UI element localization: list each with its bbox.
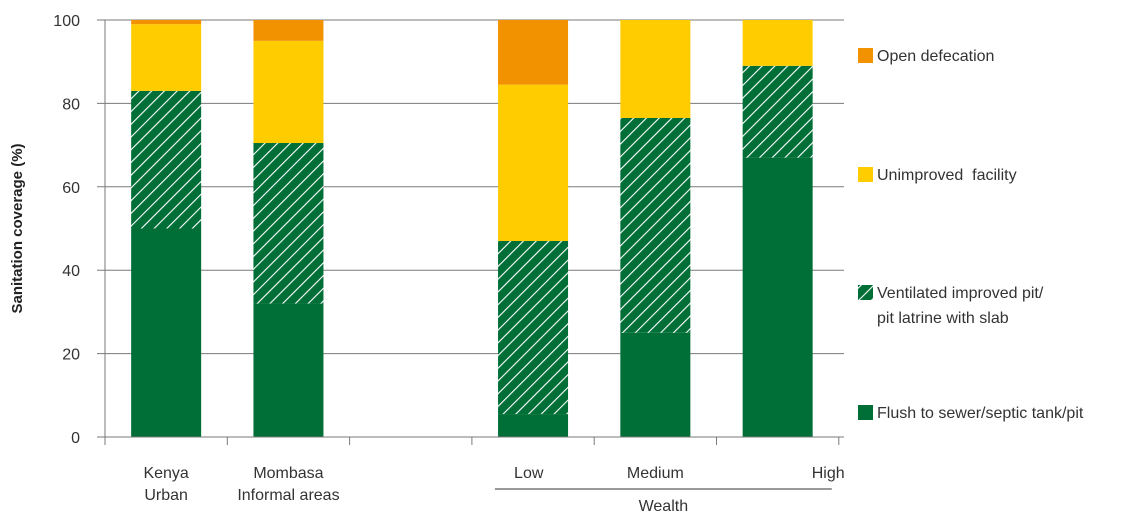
bar-segment	[498, 241, 569, 415]
legend-swatch	[858, 405, 873, 420]
x-tick-label: Kenya	[143, 465, 188, 482]
x-tick-label: Urban	[144, 487, 188, 504]
x-tick-label: Medium	[627, 465, 684, 482]
y-tick-label: 60	[62, 180, 80, 197]
bar-segment	[253, 143, 324, 304]
legend-label: Unimproved facility	[877, 167, 1017, 184]
gridlines	[97, 19, 844, 438]
bar-segment	[253, 303, 324, 437]
bar-segment	[253, 40, 324, 144]
x-tick-label: Low	[514, 465, 544, 482]
x-tick-label: Informal areas	[237, 487, 339, 504]
bars	[131, 20, 813, 438]
legend-swatch	[858, 285, 873, 300]
x-axis: Kenya Urban Mombasa Informal areas Low Medium…	[104, 436, 845, 514]
x-tick-label: High	[812, 465, 845, 482]
legend-label: pit latrine with slab	[877, 310, 1009, 327]
y-tick-label: 80	[62, 96, 80, 113]
legend-label: Open defecation	[877, 48, 994, 65]
bar-segment	[742, 20, 813, 66]
bar-segment	[742, 65, 813, 158]
group-label: Wealth	[639, 498, 689, 514]
y-tick-label: 40	[62, 263, 80, 280]
y-axis: 0 20 40 60 80 100	[53, 13, 106, 447]
y-axis-label: Sanitation coverage (%)	[9, 143, 26, 313]
bar-segment	[498, 84, 569, 242]
bar-segment	[498, 414, 569, 437]
legend-swatch	[858, 167, 873, 182]
legend: Flush to sewer/septic tank/pit Ventilated…	[858, 48, 1084, 422]
bar-segment	[253, 20, 324, 41]
bar-segment	[498, 20, 569, 85]
bar-segment	[620, 332, 691, 437]
legend-label: Flush to sewer/septic tank/pit	[877, 405, 1084, 422]
legend-label: Ventilated improved pit/	[877, 285, 1044, 302]
bar-segment	[131, 228, 202, 437]
bar-segment	[131, 24, 202, 91]
y-tick-label: 100	[53, 13, 80, 30]
legend-swatch	[858, 48, 873, 63]
bar-segment	[620, 117, 691, 333]
bar-segment	[131, 20, 202, 25]
x-tick-label: Mombasa	[253, 465, 323, 482]
y-tick-label: 0	[71, 430, 80, 447]
bar-segment	[742, 157, 813, 438]
bar-segment	[131, 90, 202, 229]
bar-segment	[620, 20, 691, 118]
y-tick-label: 20	[62, 347, 80, 364]
